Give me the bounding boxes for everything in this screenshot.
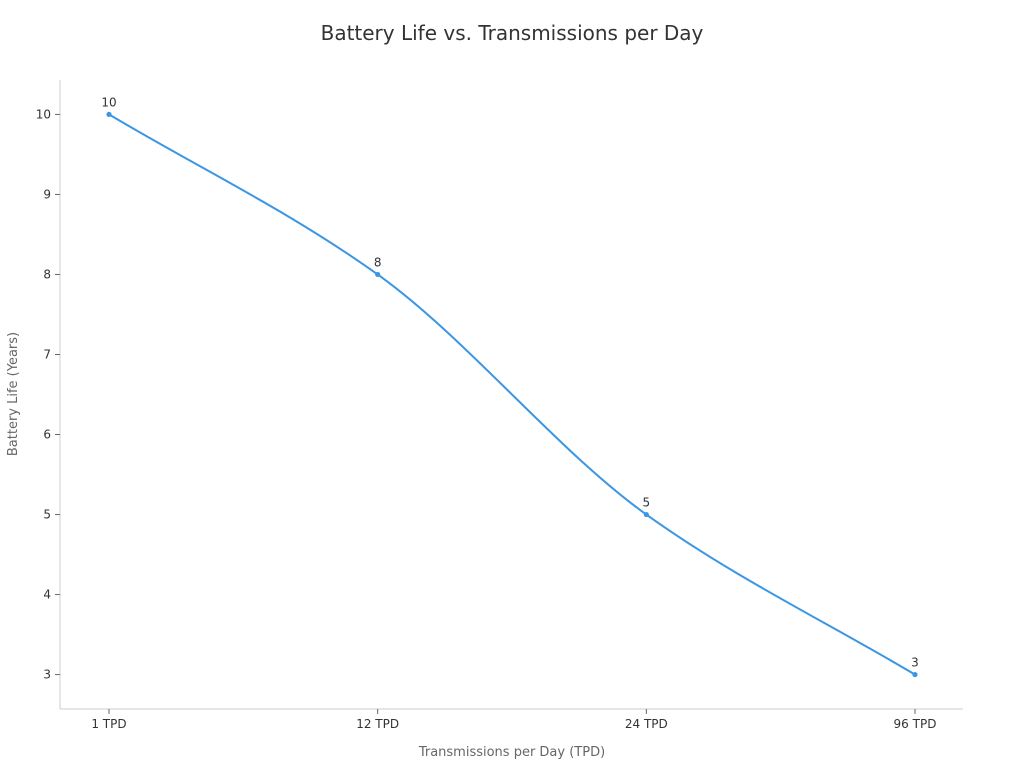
x-axis-title: Transmissions per Day (TPD) bbox=[418, 745, 605, 760]
data-label: 8 bbox=[374, 255, 382, 269]
data-label: 3 bbox=[911, 656, 919, 670]
y-tick-label: 8 bbox=[43, 267, 51, 281]
y-tick-label: 3 bbox=[43, 668, 51, 682]
y-tick-label: 10 bbox=[36, 107, 51, 121]
x-tick-label: 24 TPD bbox=[625, 717, 668, 731]
data-point bbox=[912, 671, 918, 678]
x-axis-ticks: 1 TPD 12 TPD 24 TPD 96 TPD bbox=[91, 709, 936, 731]
series-line bbox=[108, 113, 916, 676]
chart-title: Battery Life vs. Transmissions per Day bbox=[321, 21, 704, 45]
data-point bbox=[643, 511, 649, 518]
x-tick-label: 1 TPD bbox=[91, 717, 126, 731]
y-axis-title: Battery Life (Years) bbox=[6, 332, 21, 456]
y-tick-label: 4 bbox=[43, 588, 51, 602]
data-points bbox=[106, 111, 918, 678]
y-axis-ticks: 3 4 5 6 7 8 9 10 bbox=[36, 107, 60, 682]
y-tick-label: 5 bbox=[43, 508, 51, 522]
x-tick-label: 12 TPD bbox=[356, 717, 399, 731]
data-label: 5 bbox=[643, 496, 651, 510]
y-tick-label: 9 bbox=[43, 187, 51, 201]
data-label: 10 bbox=[101, 95, 116, 109]
y-tick-label: 6 bbox=[43, 428, 51, 442]
data-labels: 10 8 5 3 bbox=[101, 95, 918, 669]
data-point bbox=[375, 271, 381, 278]
x-tick-label: 96 TPD bbox=[894, 717, 937, 731]
y-tick-label: 7 bbox=[43, 347, 51, 361]
data-point bbox=[106, 111, 112, 118]
